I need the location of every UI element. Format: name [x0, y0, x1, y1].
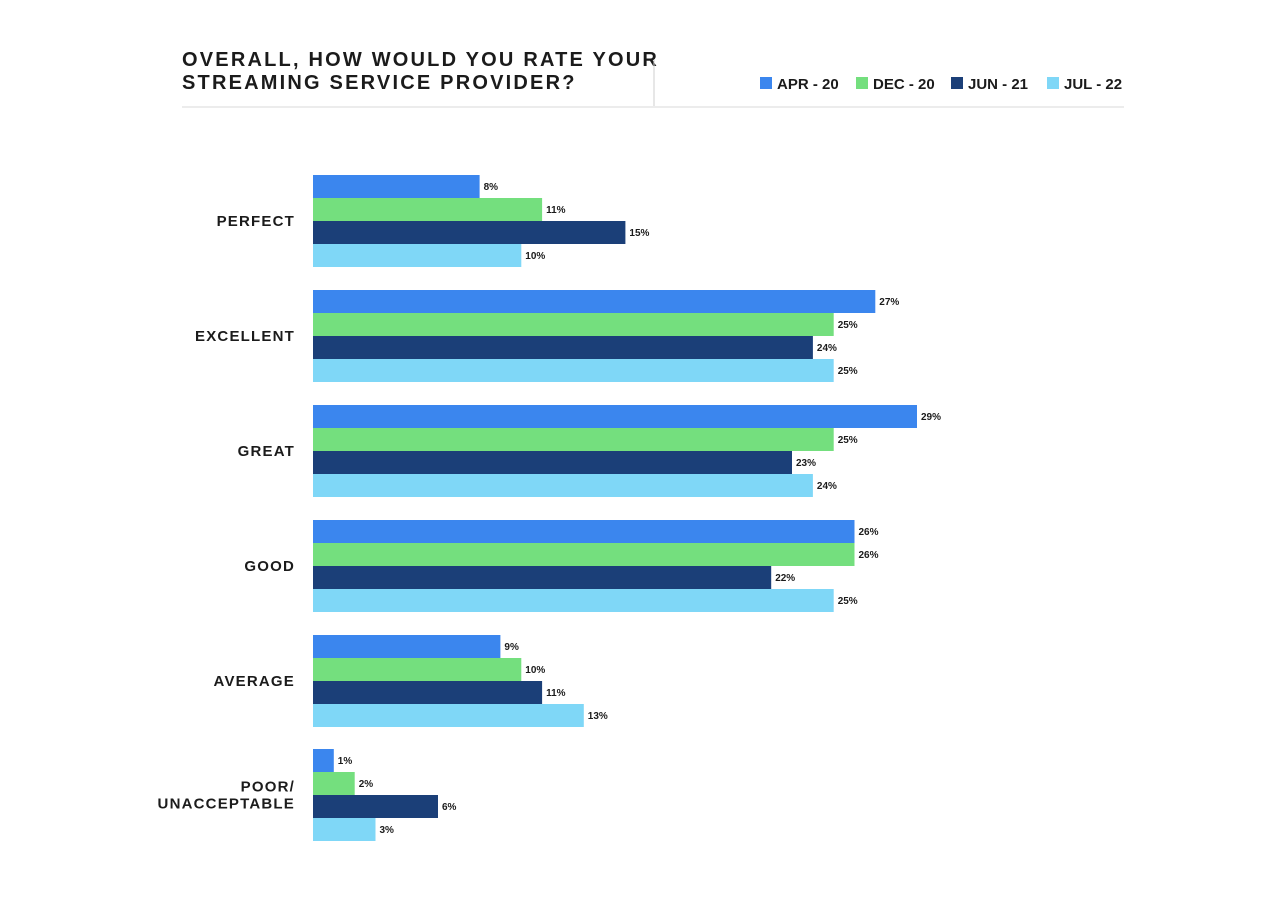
bar	[313, 405, 917, 428]
bars	[313, 175, 917, 841]
data-label: 25%	[838, 435, 858, 446]
bar	[313, 221, 626, 244]
bar	[313, 175, 480, 198]
data-label: 8%	[484, 182, 499, 193]
bar	[313, 359, 834, 382]
legend: APR - 20 DEC - 20 JUN - 21 JUL - 22	[760, 76, 1122, 93]
bar	[313, 244, 522, 267]
bar	[313, 336, 813, 359]
legend-item: DEC - 20	[856, 76, 935, 93]
legend-item: JUL - 22	[1047, 76, 1122, 93]
legend-label: JUL - 22	[1064, 76, 1122, 93]
category-label: EXCELLENT	[195, 328, 295, 345]
data-label: 9%	[504, 642, 519, 653]
value-labels: 8% 11% 15% 10% 27% 25% 24% 25% 29% 25% 23% 24% 26% 26…	[338, 182, 941, 836]
data-label: 1%	[338, 756, 353, 767]
legend-label: DEC - 20	[873, 76, 935, 93]
bar	[313, 818, 376, 841]
legend-swatch	[951, 77, 963, 89]
data-label: 2%	[359, 779, 374, 790]
legend-swatch	[1047, 77, 1059, 89]
bar	[313, 681, 543, 704]
bar	[313, 313, 834, 336]
data-label: 25%	[838, 596, 858, 607]
bar	[313, 474, 813, 497]
data-label: 10%	[525, 251, 545, 262]
data-label: 22%	[775, 573, 795, 584]
legend-label: APR - 20	[777, 76, 839, 93]
bar	[313, 566, 772, 589]
legend-label: JUN - 21	[968, 76, 1028, 93]
legend-item: APR - 20	[760, 76, 839, 93]
bar	[313, 451, 792, 474]
category-label: POOR/	[241, 779, 295, 796]
category-label: GOOD	[244, 558, 295, 575]
data-label: 13%	[588, 711, 608, 722]
chart-title: OVERALL, HOW WOULD YOU RATE YOURSTREAMIN…	[182, 49, 659, 94]
category-label: GREAT	[238, 443, 295, 460]
data-label: 24%	[817, 481, 837, 492]
category-label: PERFECT	[217, 213, 295, 230]
bar	[313, 658, 522, 681]
chart-title-line: OVERALL, HOW WOULD YOU RATE YOUR	[182, 49, 659, 71]
bar	[313, 589, 834, 612]
data-label: 3%	[380, 825, 395, 836]
legend-item: JUN - 21	[951, 76, 1028, 93]
legend-swatch	[760, 77, 772, 89]
data-label: 6%	[442, 802, 457, 813]
data-label: 24%	[817, 343, 837, 354]
category-label: UNACCEPTABLE	[158, 796, 295, 813]
legend-swatch	[856, 77, 868, 89]
bar	[313, 198, 543, 221]
data-label: 25%	[838, 366, 858, 377]
data-label: 25%	[838, 320, 858, 331]
data-label: 26%	[859, 527, 879, 538]
bar	[313, 635, 501, 658]
bar	[313, 520, 855, 543]
data-label: 26%	[859, 550, 879, 561]
data-label: 27%	[879, 297, 899, 308]
chart-title-line: STREAMING SERVICE PROVIDER?	[182, 72, 577, 94]
data-label: 10%	[525, 665, 545, 676]
bar	[313, 772, 355, 795]
data-label: 11%	[546, 205, 566, 216]
data-label: 15%	[629, 228, 649, 239]
bar	[313, 704, 584, 727]
category-labels: PERFECT EXCELLENT GREAT GOOD AVERAGE POOR/UNA…	[158, 213, 295, 813]
bar	[313, 795, 438, 818]
bar	[313, 543, 855, 566]
data-label: 11%	[546, 688, 566, 699]
category-label: AVERAGE	[214, 673, 295, 690]
bar	[313, 749, 334, 772]
data-label: 23%	[796, 458, 816, 469]
bar	[313, 290, 876, 313]
data-label: 29%	[921, 412, 941, 423]
bar	[313, 428, 834, 451]
